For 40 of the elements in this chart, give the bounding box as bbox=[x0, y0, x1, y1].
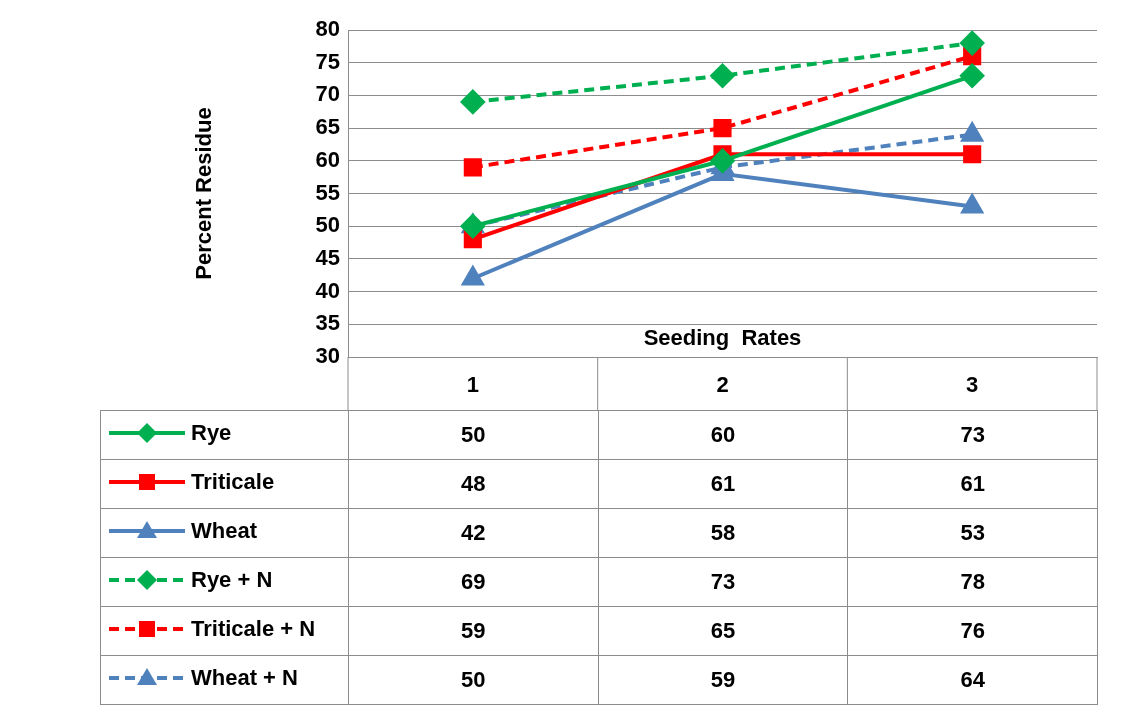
y-tick-label: 55 bbox=[315, 179, 340, 205]
data-label: 58 bbox=[598, 508, 848, 558]
data-label: 53 bbox=[847, 508, 1098, 558]
x-axis-title: Seeding Rates bbox=[643, 325, 802, 351]
data-label: 73 bbox=[847, 410, 1098, 460]
data-label: 76 bbox=[847, 606, 1098, 656]
data-label: 60 bbox=[598, 410, 848, 460]
data-label: 42 bbox=[348, 508, 599, 558]
y-tick-label: 75 bbox=[315, 48, 340, 74]
y-axis-title: Percent Residue bbox=[191, 107, 217, 280]
x-tick-label: 2 bbox=[716, 372, 729, 398]
legend-label: Triticale bbox=[191, 468, 275, 495]
y-tick-label: 50 bbox=[315, 212, 340, 238]
data-label: 64 bbox=[847, 655, 1098, 705]
data-label: 78 bbox=[847, 557, 1098, 607]
data-label: 65 bbox=[598, 606, 848, 656]
x-tick-label: 3 bbox=[966, 372, 979, 398]
y-tick-label: 70 bbox=[315, 81, 340, 107]
data-label: 59 bbox=[598, 655, 848, 705]
data-label: 59 bbox=[348, 606, 599, 656]
y-tick-label: 65 bbox=[315, 114, 340, 140]
legend-label: Wheat bbox=[191, 517, 257, 544]
legend-label: Rye bbox=[191, 419, 232, 446]
y-tick-label: 45 bbox=[315, 244, 340, 270]
data-label: 50 bbox=[348, 655, 599, 705]
data-label: 69 bbox=[348, 557, 599, 607]
y-tick-label: 30 bbox=[315, 343, 340, 369]
y-tick-label: 35 bbox=[315, 310, 340, 336]
data-label: 73 bbox=[598, 557, 848, 607]
legend-label: Triticale + N bbox=[191, 615, 316, 642]
x-tick-label: 1 bbox=[466, 372, 479, 398]
y-tick-label: 60 bbox=[315, 146, 340, 172]
data-label: 50 bbox=[348, 410, 599, 460]
legend-label: Rye + N bbox=[191, 566, 273, 593]
data-label: 61 bbox=[598, 459, 848, 509]
legend-label: Wheat + N bbox=[191, 664, 298, 691]
y-tick-label: 80 bbox=[315, 16, 340, 42]
data-label: 48 bbox=[348, 459, 599, 509]
y-tick-label: 40 bbox=[315, 277, 340, 303]
data-label: 61 bbox=[847, 459, 1098, 509]
